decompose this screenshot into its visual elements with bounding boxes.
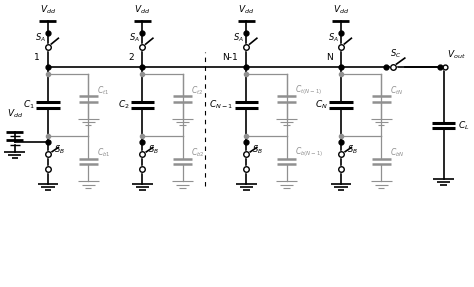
Text: N-1: N-1 [222,53,238,62]
Text: $C_N$: $C_N$ [315,99,328,111]
Text: 2: 2 [128,53,134,62]
Text: $C_L$: $C_L$ [458,119,469,132]
Text: $S_A$: $S_A$ [35,32,46,44]
Text: $V_{out}$: $V_{out}$ [447,49,466,61]
Text: $C_1$: $C_1$ [23,99,35,111]
Text: $C_{t(N-1)}$: $C_{t(N-1)}$ [295,83,322,97]
Text: $S_C$: $S_C$ [390,47,401,59]
Text: $V_{dd}$: $V_{dd}$ [40,4,56,16]
Text: $V_{dd}$: $V_{dd}$ [134,4,151,16]
Text: N: N [326,53,332,62]
Text: $C_{bN}$: $C_{bN}$ [390,147,404,159]
Text: $C_{tN}$: $C_{tN}$ [390,84,403,97]
Text: $S_A$: $S_A$ [129,32,140,44]
Text: $S_B$: $S_B$ [148,143,159,156]
Text: $C_{N-1}$: $C_{N-1}$ [209,99,233,111]
Text: $S_A$: $S_A$ [233,32,244,44]
Text: $S_B$: $S_B$ [346,143,358,156]
Text: $C_{b2}$: $C_{b2}$ [191,147,205,159]
Text: $C_{t2}$: $C_{t2}$ [191,84,203,97]
Text: $V_{dd}$: $V_{dd}$ [333,4,349,16]
Text: $V_{dd}$: $V_{dd}$ [7,108,23,121]
Text: $S_A$: $S_A$ [328,32,338,44]
Text: $C_{b(N-1)}$: $C_{b(N-1)}$ [295,146,324,159]
Text: $S_B$: $S_B$ [252,143,263,156]
Text: $S_B$: $S_B$ [54,143,64,156]
Text: $C_{b1}$: $C_{b1}$ [97,147,110,159]
Text: 1: 1 [34,53,39,62]
Text: $C_{t1}$: $C_{t1}$ [97,84,109,97]
Text: $C_2$: $C_2$ [118,99,129,111]
Text: $V_{dd}$: $V_{dd}$ [238,4,255,16]
